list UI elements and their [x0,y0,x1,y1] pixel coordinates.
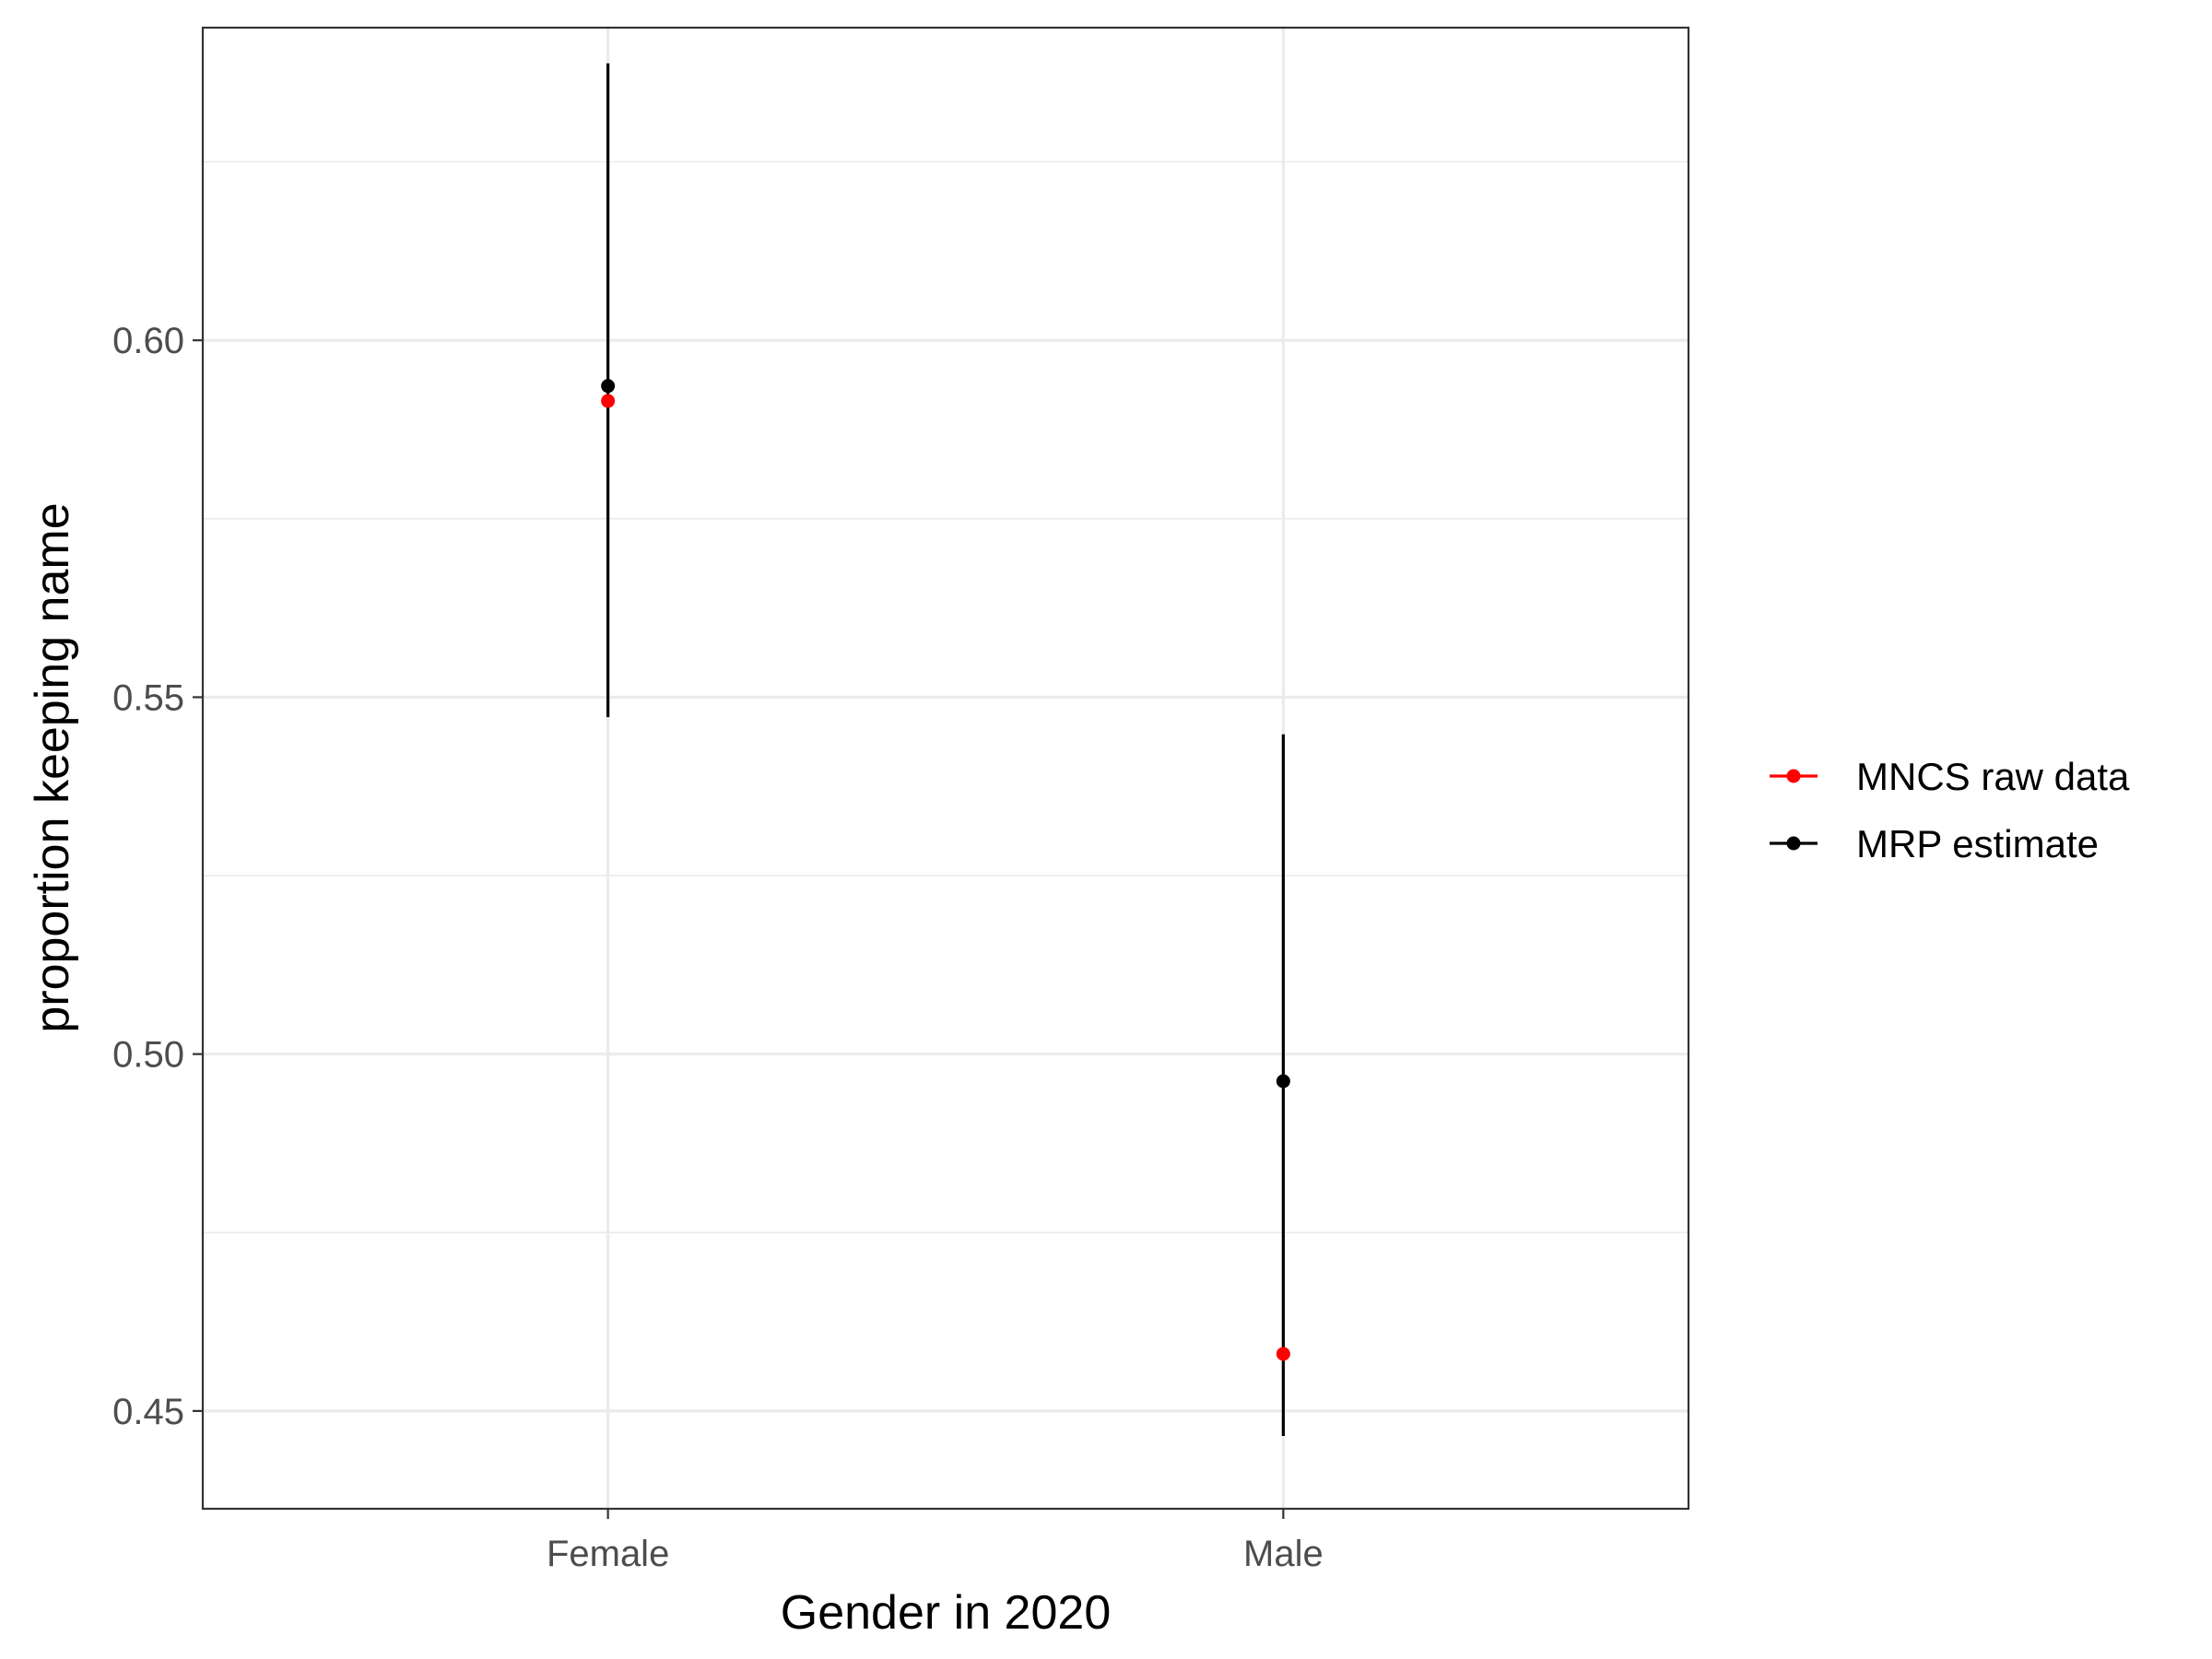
panel-border [201,26,1690,1511]
y-tick-label: 0.60 [112,321,184,361]
x-tick-label: Female [547,1534,669,1574]
y-axis-title: proportion keeping name [26,502,79,1032]
plot-panel [201,26,1690,1511]
x-tick-label: Male [1243,1534,1324,1574]
legend-key [1770,836,1818,851]
data-points [601,379,1290,1361]
data-point [601,394,616,408]
legend-key-point [1786,836,1801,851]
y-tick-label: 0.55 [112,677,184,718]
y-tick-label: 0.50 [112,1035,184,1076]
y-axis: 0.45 0.50 0.55 0.60 [112,321,203,1432]
y-tick-label: 0.45 [112,1392,184,1432]
x-axis-title: Gender in 2020 [781,1586,1112,1640]
x-axis: Female Male [547,1509,1324,1574]
data-point [1276,1347,1290,1361]
legend: MNCS raw data MRP estimate [1770,755,2130,865]
data-point [601,379,616,394]
legend-label: MRP estimate [1856,822,2099,865]
legend-key [1770,769,1818,783]
data-point [1276,1074,1290,1088]
legend-label: MNCS raw data [1856,755,2130,798]
panel-background [203,28,1688,1509]
legend-key-point [1786,769,1801,783]
